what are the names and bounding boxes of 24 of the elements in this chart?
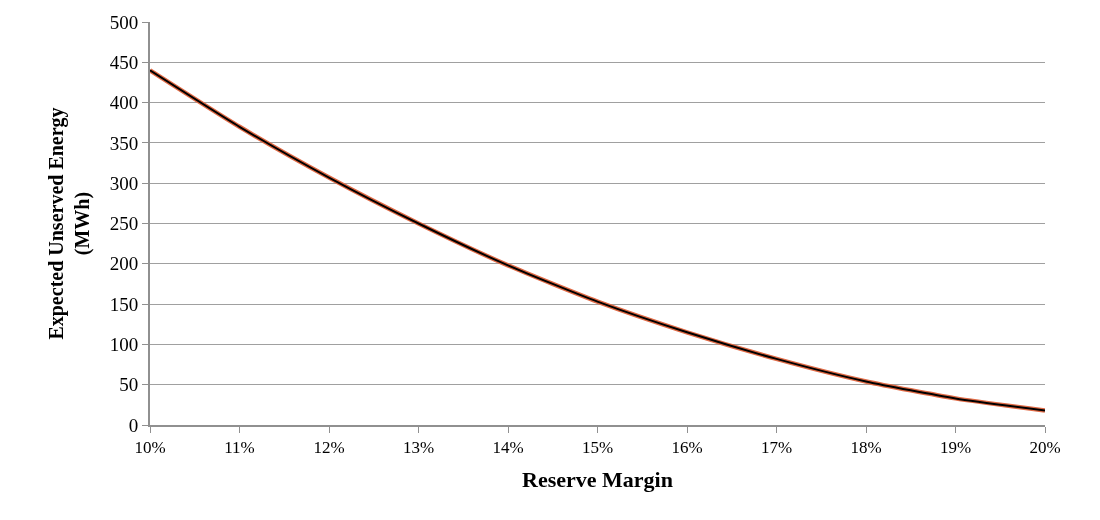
x-tick-label: 16% — [671, 438, 703, 458]
x-tick-label: 13% — [402, 438, 435, 458]
y-tick-label: 450 — [109, 51, 139, 73]
y-tick-label: 50 — [119, 374, 139, 396]
y-tick-label: 400 — [109, 92, 139, 114]
y-tick-label: 100 — [109, 334, 139, 356]
x-tick-label: 10% — [134, 438, 166, 458]
y-tick-label: 250 — [109, 213, 139, 235]
y-tick-label: 350 — [109, 132, 139, 154]
x-tick-label: 11% — [224, 438, 255, 458]
x-tick-label: 18% — [850, 438, 882, 458]
y-tick-label: 150 — [109, 293, 139, 315]
x-tick-label: 12% — [313, 438, 345, 458]
x-tick-label: 19% — [939, 438, 972, 458]
y-tick-label: 300 — [109, 172, 139, 194]
x-tick-label: 17% — [760, 438, 793, 458]
x-tick-label: 14% — [492, 438, 524, 458]
y-tick-label: 200 — [109, 253, 139, 275]
y-tick-label: 0 — [128, 414, 139, 436]
x-tick-label: 20% — [1029, 438, 1061, 458]
x-axis-title: Reserve Margin — [522, 466, 673, 492]
y-tick-label: 500 — [109, 11, 139, 33]
y-axis-title: Expected Unserved Energy (MWh) — [44, 107, 94, 340]
x-tick-label: 15% — [581, 438, 614, 458]
